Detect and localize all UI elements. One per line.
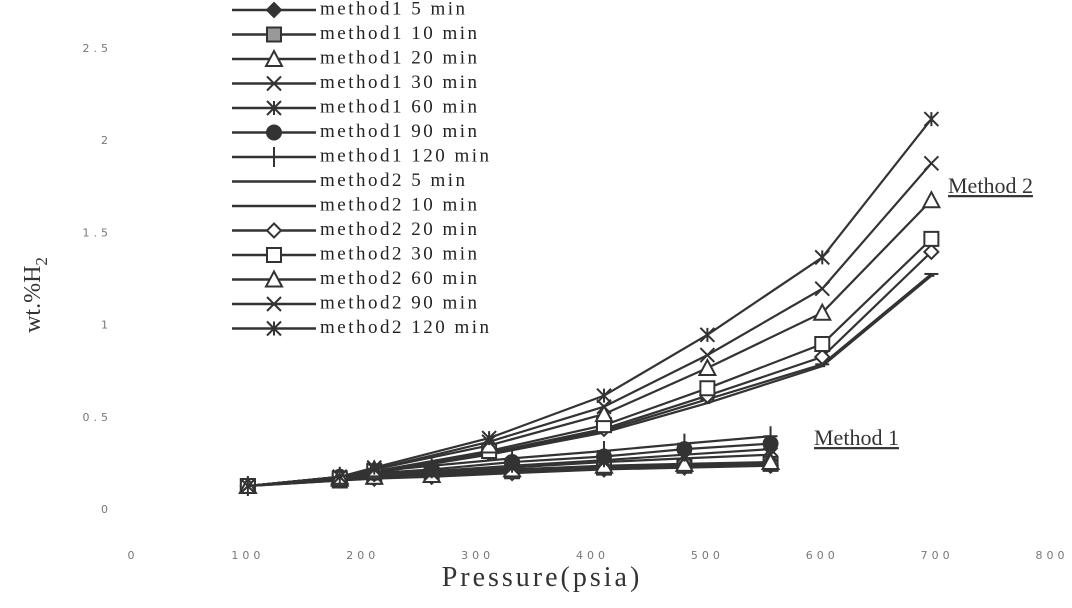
y-axis-label: wt.%H2	[20, 257, 51, 333]
legend-label: method1 5 min	[320, 0, 468, 19]
point	[699, 347, 716, 363]
annotation: Method 2	[948, 173, 1033, 198]
legend-label: method1 60 min	[320, 96, 480, 117]
point	[594, 403, 614, 423]
y-tick-label: 2.5	[83, 42, 113, 55]
legend-marker	[265, 1, 283, 19]
x-tick-label: 700	[921, 549, 954, 562]
point	[677, 433, 692, 454]
point	[366, 459, 382, 476]
y-tick-label: 2	[101, 134, 112, 147]
point	[812, 302, 832, 321]
legend-label: method1 10 min	[320, 23, 480, 44]
legend-label: method1 120 min	[320, 145, 492, 166]
y-tick-label: 1.5	[83, 226, 113, 239]
x-tick-label: 500	[691, 549, 724, 562]
legend-marker	[266, 100, 282, 116]
y-axis-label-sub: 2	[32, 257, 51, 266]
legend-marker	[266, 26, 282, 43]
x-tick-label: 100	[231, 549, 264, 562]
point	[596, 399, 612, 415]
annotation: Method 1	[814, 425, 899, 450]
legend-marker	[264, 48, 284, 67]
line	[247, 118, 933, 488]
legend-marker	[266, 75, 282, 92]
y-tick-label: 0.5	[83, 411, 113, 424]
point	[921, 190, 942, 209]
point	[923, 111, 940, 127]
legend-label: method2 5 min	[320, 170, 468, 191]
point	[596, 387, 612, 404]
point	[923, 230, 940, 247]
y-tick-label: 0	[101, 503, 112, 516]
y-axis-label-main: wt.%H	[20, 266, 46, 333]
legend-marker	[266, 247, 282, 263]
legend-label: method1 30 min	[320, 72, 480, 93]
y-tick-label: 1	[101, 319, 112, 332]
legend-label: method2 10 min	[320, 194, 480, 215]
x-tick-label: 0	[128, 549, 139, 562]
x-tick-label: 400	[576, 549, 609, 562]
legend-label: method2 20 min	[320, 219, 480, 240]
point	[596, 440, 611, 461]
point	[814, 336, 831, 353]
point	[699, 327, 716, 343]
series	[240, 111, 940, 494]
legend-label: method1 90 min	[320, 121, 480, 142]
point	[813, 348, 831, 366]
x-tick-label: 600	[806, 549, 839, 562]
point	[505, 448, 520, 469]
legend-label: method2 30 min	[320, 243, 480, 264]
legend-marker	[265, 222, 283, 239]
x-tick-label: 200	[346, 549, 379, 562]
legend-label: method1 20 min	[320, 47, 480, 68]
point	[763, 426, 778, 447]
x-axis-label: Pressure(psia)	[442, 562, 643, 593]
point	[481, 430, 497, 446]
legend-marker	[264, 269, 284, 288]
x-tick-label: 800	[1036, 549, 1069, 562]
legend-label: method2 120 min	[320, 317, 492, 338]
legend-marker	[267, 147, 281, 167]
x-tick-label: 300	[461, 549, 494, 562]
point	[922, 243, 940, 261]
point	[699, 380, 716, 397]
point	[923, 155, 940, 172]
legend-label: method2 90 min	[320, 292, 480, 313]
legend-marker	[266, 296, 282, 312]
point	[240, 478, 256, 494]
point	[760, 451, 781, 471]
legend-marker	[266, 124, 282, 141]
point	[332, 469, 348, 485]
legend-label: method2 60 min	[320, 268, 480, 289]
point	[697, 357, 718, 377]
legend-marker	[266, 320, 282, 337]
point	[814, 281, 830, 297]
point	[814, 249, 830, 266]
